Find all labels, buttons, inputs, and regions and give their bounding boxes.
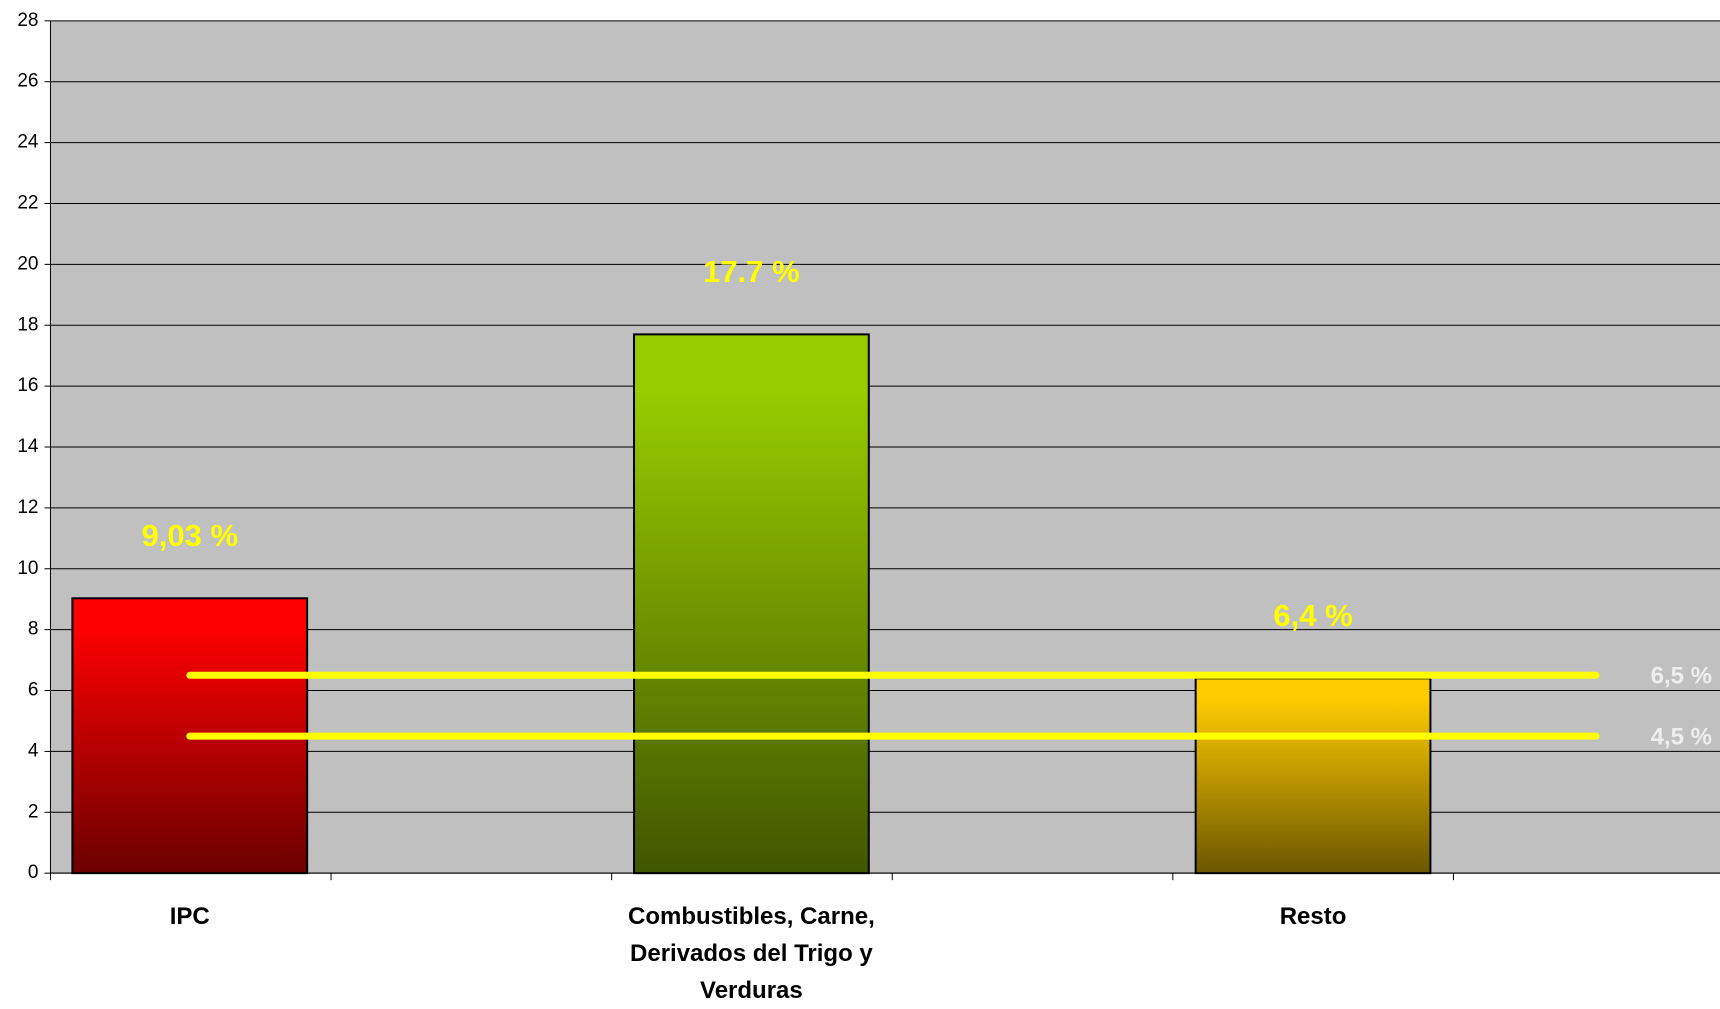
bar (633, 333, 870, 875)
y-tick-label: 16 (17, 375, 38, 396)
y-tick-label: 2 (28, 801, 39, 822)
y-tick-label: 28 (17, 10, 38, 31)
y-tick-label: 4 (28, 740, 39, 761)
value-label: 9,03 % (142, 518, 239, 553)
value-label: 17.7 % (703, 254, 800, 289)
x-tick-label: Combustibles, Carne, Derivados del Trigo… (628, 903, 875, 1005)
y-tick-label: 24 (17, 132, 39, 153)
y-tick-label: 8 (28, 619, 39, 640)
y-tick-label: 6 (28, 680, 39, 701)
reference-label: 6,5 % (1651, 663, 1712, 690)
y-tick-label: 26 (17, 71, 38, 92)
reference-label: 4,5 % (1651, 724, 1712, 751)
bar (1194, 677, 1432, 875)
y-tick-label: 18 (17, 314, 38, 335)
y-tick-label: 22 (17, 192, 38, 213)
y-tick-label: 20 (17, 253, 38, 274)
x-tick-label: IPC (169, 903, 210, 931)
x-tick-label: Resto (1279, 903, 1347, 931)
y-tick-label: 10 (17, 558, 38, 579)
y-tick-label: 12 (17, 497, 38, 518)
y-tick-label: 0 (28, 862, 39, 883)
y-tick-label: 14 (17, 436, 39, 457)
value-label: 6,4 % (1273, 598, 1352, 633)
